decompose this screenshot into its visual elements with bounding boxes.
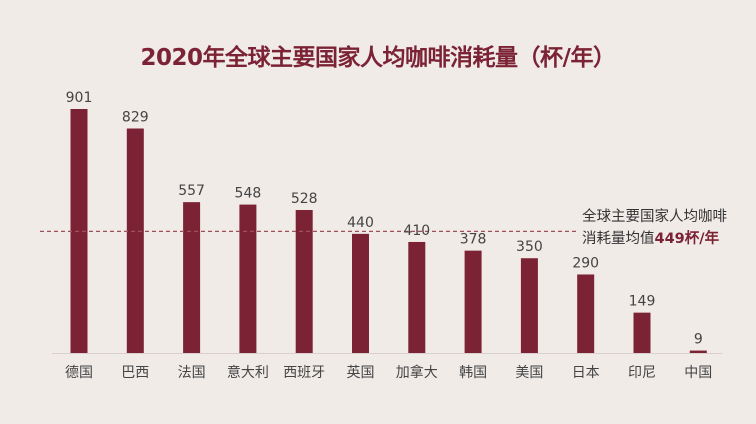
- bar-8: [520, 258, 538, 353]
- category-label-2: 法国: [178, 365, 206, 381]
- data-label-6: 410: [403, 223, 430, 239]
- data-label-10: 149: [629, 294, 656, 310]
- category-label-4: 西班牙: [283, 365, 325, 381]
- data-label-0: 901: [66, 90, 93, 106]
- category-label-9: 日本: [572, 365, 600, 381]
- data-label-1: 829: [122, 109, 149, 125]
- bar-4: [295, 210, 313, 353]
- bar-5: [352, 233, 369, 353]
- bar-11: [689, 350, 707, 353]
- bar-10: [633, 312, 651, 353]
- data-label-4: 528: [291, 191, 318, 207]
- bar-7: [464, 250, 482, 353]
- data-label-3: 548: [235, 186, 262, 202]
- bar-1: [126, 128, 144, 353]
- category-label-1: 巴西: [121, 365, 149, 381]
- labels-group: 901 德国 829 巴西 557 法国 548 意大利 528 西班牙 440 英国 410 加拿大 37…: [65, 90, 712, 381]
- category-label-7: 韩国: [459, 365, 487, 381]
- bar-2: [183, 202, 201, 353]
- bars-group: [70, 109, 707, 353]
- chart-title: 2020年全球主要国家人均咖啡消耗量（杯/年）: [140, 45, 616, 71]
- average-annotation: 全球主要国家人均咖啡 消耗量均值449杯/年: [582, 206, 754, 250]
- average-annotation-prefix: 消耗量均值: [582, 231, 655, 247]
- bar-3: [239, 204, 257, 353]
- data-label-2: 557: [178, 183, 205, 199]
- data-label-9: 290: [572, 255, 599, 271]
- category-label-5: 英国: [347, 364, 375, 381]
- bar-9: [577, 274, 595, 353]
- data-label-8: 350: [516, 239, 543, 255]
- average-annotation-value: 449杯/年: [654, 231, 720, 247]
- category-label-8: 美国: [515, 365, 543, 381]
- category-label-6: 加拿大: [396, 364, 438, 381]
- average-annotation-line1: 全球主要国家人均咖啡: [582, 209, 727, 225]
- category-label-0: 德国: [65, 365, 93, 381]
- category-label-11: 中国: [684, 365, 712, 381]
- category-label-3: 意大利: [227, 364, 269, 381]
- data-label-7: 378: [460, 232, 487, 248]
- bar-6: [408, 241, 426, 353]
- average-annotation-line2: 消耗量均值449杯/年: [582, 228, 754, 250]
- category-label-10: 印尼: [628, 365, 656, 381]
- data-label-5: 440: [347, 215, 374, 231]
- data-label-11: 9: [694, 332, 703, 348]
